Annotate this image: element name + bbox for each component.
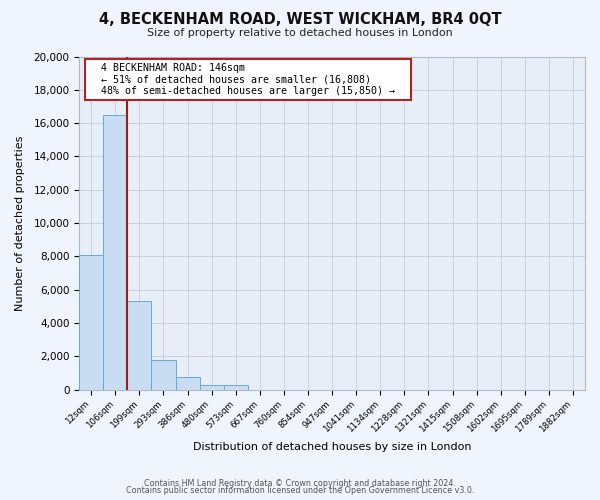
Bar [79,254,103,390]
Bar [151,360,176,390]
Text: Contains public sector information licensed under the Open Government Licence v3: Contains public sector information licen… [126,486,474,495]
Text: 4 BECKENHAM ROAD: 146sqm
  ← 51% of detached houses are smaller (16,808)
  48% o: 4 BECKENHAM ROAD: 146sqm ← 51% of detach… [89,63,407,96]
Text: Size of property relative to detached houses in London: Size of property relative to detached ho… [147,28,453,38]
Bar [176,376,200,390]
Bar [224,386,248,390]
Bar [103,115,127,390]
Bar [127,302,151,390]
Text: Contains HM Land Registry data © Crown copyright and database right 2024.: Contains HM Land Registry data © Crown c… [144,478,456,488]
Text: 4, BECKENHAM ROAD, WEST WICKHAM, BR4 0QT: 4, BECKENHAM ROAD, WEST WICKHAM, BR4 0QT [98,12,502,28]
Bar [200,384,224,390]
Y-axis label: Number of detached properties: Number of detached properties [15,136,25,310]
X-axis label: Distribution of detached houses by size in London: Distribution of detached houses by size … [193,442,472,452]
